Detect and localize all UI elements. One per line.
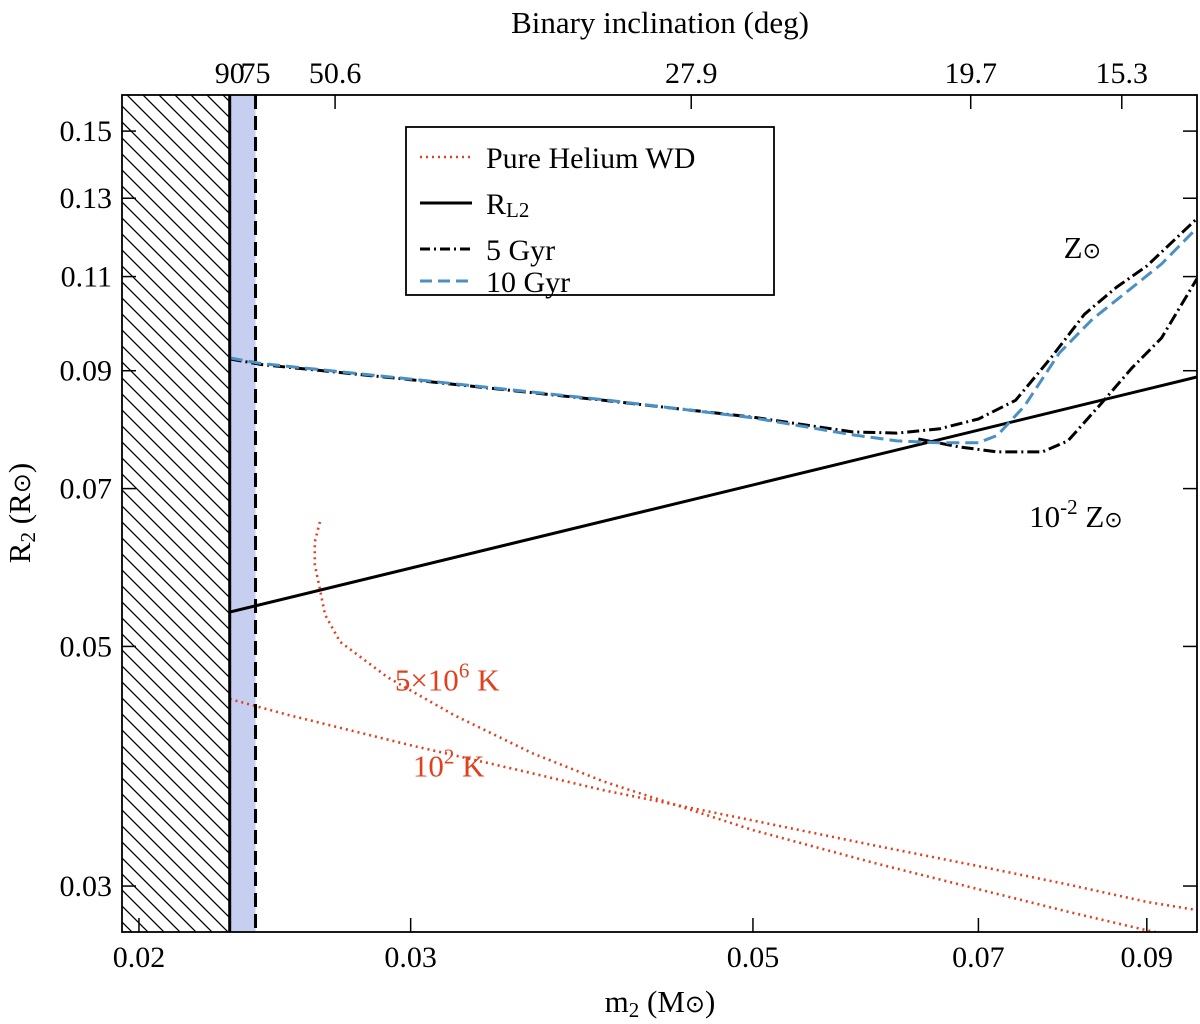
y-tick-label: 0.05 <box>60 630 113 663</box>
series-gyr10 <box>229 226 1197 445</box>
top-tick-label: 50.6 <box>309 57 362 90</box>
x-tick-label: 0.09 <box>1121 941 1174 974</box>
excluded-region-hatch <box>122 95 230 932</box>
legend-label-5gyr: 5 Gyr <box>486 234 555 267</box>
annotation-0: Z⊙ <box>1064 230 1101 265</box>
x-tick-label: 0.02 <box>113 941 166 974</box>
y-tick-label: 0.07 <box>60 473 113 506</box>
legend-label-he: Pure Helium WD <box>486 142 695 175</box>
inclination-band <box>229 95 256 932</box>
plot-frame <box>121 94 1198 933</box>
series-gyr5-lowZ <box>918 277 1197 454</box>
top-tick-label: 75 <box>241 57 271 90</box>
series-gyr5-solar <box>229 217 1197 435</box>
y-tick-label: 0.11 <box>61 261 112 294</box>
y-axis-label: R2 (R⊙) <box>2 463 40 563</box>
annotation-1: 10-2 Z⊙ <box>1029 495 1123 534</box>
series-rl2 <box>229 375 1197 614</box>
y-tick-label: 0.09 <box>60 355 113 388</box>
legend-label-rl2: RL2 <box>486 188 529 222</box>
top-tick-label: 15.3 <box>1096 57 1149 90</box>
y-tick-label: 0.15 <box>60 115 113 148</box>
x-tick-label: 0.03 <box>384 941 437 974</box>
y-tick-label: 0.03 <box>60 870 113 903</box>
top-tick-label: 19.7 <box>944 57 997 90</box>
x-tick-label: 0.05 <box>727 941 780 974</box>
x-axis-label: m2 (M⊙) <box>605 984 716 1022</box>
top-tick-label: 90 <box>215 57 245 90</box>
top-tick-label: 27.9 <box>665 57 718 90</box>
legend-box <box>405 126 775 296</box>
series-he-hot <box>313 521 1162 932</box>
legend-label-10gyr: 10 Gyr <box>486 266 570 299</box>
legend: Pure Helium WD RL2 5 Gyr 10 Gyr <box>405 126 775 299</box>
series-he-cold <box>229 697 1197 912</box>
y-tick-label: 0.13 <box>60 182 113 215</box>
x-tick-label: 0.07 <box>952 941 1005 974</box>
top-axis-label: Binary inclination (deg) <box>511 5 809 40</box>
annotation-2: 5×106 K <box>395 659 500 698</box>
annotation-3: 102 K <box>413 744 485 783</box>
